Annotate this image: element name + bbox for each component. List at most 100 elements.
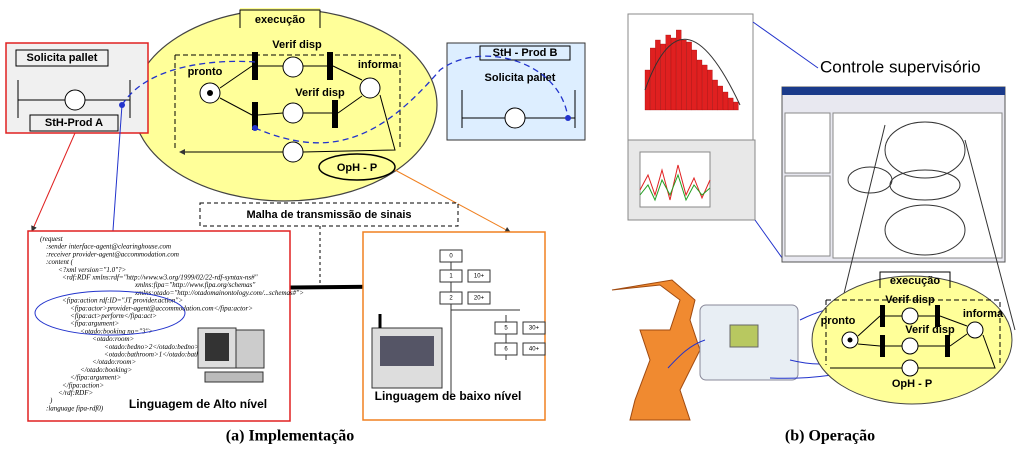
code-line: </rdf:RDF> <box>58 389 94 397</box>
place-label: pronto <box>821 315 856 327</box>
step <box>439 291 463 305</box>
module-title: Solicita pallet <box>485 72 556 84</box>
trace <box>639 173 711 202</box>
step <box>439 249 463 263</box>
name-box <box>479 45 571 61</box>
place <box>282 102 304 124</box>
token <box>207 90 213 96</box>
step-label: 2 <box>449 296 453 302</box>
pane <box>784 112 831 174</box>
place <box>966 321 984 339</box>
arc <box>461 90 576 128</box>
pane <box>832 112 1003 259</box>
place <box>901 307 919 325</box>
code-line: <fipa:act>perform</fipa:act> <box>70 312 157 320</box>
network-box <box>199 202 459 227</box>
code-line: (request <box>40 235 64 243</box>
transition-label: Verif disp <box>272 39 322 51</box>
shape <box>847 166 893 194</box>
picture-bar <box>728 97 734 111</box>
picture-bar <box>660 43 666 111</box>
picture-bar <box>696 59 703 111</box>
plc-screen <box>380 336 434 366</box>
supervisory-label: Controle supervisório <box>820 57 981 76</box>
oph-label: OpH - P <box>337 162 377 174</box>
link <box>839 124 1016 331</box>
module-name: StH-Prod A <box>45 117 103 129</box>
code-line: <otado:bathroom>1</otado:bathroom> <box>104 351 219 359</box>
oph-label: OpH - P <box>892 378 932 390</box>
arc <box>180 65 396 152</box>
place <box>901 337 919 355</box>
token <box>847 337 853 343</box>
title-box <box>15 49 109 67</box>
step <box>494 321 518 335</box>
code-line: :language fipa-rdf0) <box>46 404 104 412</box>
place <box>901 359 919 377</box>
picture-bar <box>644 69 651 111</box>
picture-bar <box>717 85 723 111</box>
code-line: </otado:room> <box>92 358 136 366</box>
histogram-image <box>644 29 741 111</box>
action-label: 10+ <box>474 274 485 280</box>
action <box>522 342 546 356</box>
link <box>394 169 511 233</box>
code: (request:sender interface-agent@clearing… <box>40 235 304 412</box>
code-line: :receiver provider-agent@accommodation.c… <box>46 250 179 258</box>
place <box>282 141 304 163</box>
picture-bar <box>722 91 729 111</box>
transition <box>945 335 950 357</box>
code-line: </fipa:argument> <box>70 374 121 382</box>
trace <box>639 164 711 201</box>
picture-bar <box>712 79 718 111</box>
picture-bar <box>681 39 687 111</box>
place-label: informa <box>358 59 399 71</box>
shape <box>884 121 966 179</box>
picture-bar <box>655 39 661 111</box>
caption: (b) Operação <box>785 428 875 445</box>
code-line: </fipa:action> <box>62 381 104 389</box>
picture-curve <box>644 38 741 106</box>
header: execução <box>255 14 305 26</box>
header-box <box>240 8 320 28</box>
frame <box>174 54 401 150</box>
step-label: 6 <box>504 347 508 353</box>
module-title: Solicita pallet <box>27 52 98 64</box>
code-line: xmlns:otado="http://otadomainontology.co… <box>134 289 304 297</box>
code-line: <otado:room> <box>92 335 135 343</box>
picture-bar <box>707 69 713 111</box>
frame <box>825 299 1001 365</box>
code-line: </otado:booking> <box>80 366 132 374</box>
caption-low: Linguagem de baixo nível <box>375 389 522 403</box>
code-line: <?xml version="1.0"?> <box>58 266 127 274</box>
step <box>494 342 518 356</box>
transition <box>252 52 258 80</box>
code-line: <otado:bedno>2</otado:bedno> <box>104 343 199 351</box>
step-label: 5 <box>504 326 508 332</box>
code-line: <fipa:action rdf:ID="JT provider.action"… <box>62 297 183 305</box>
picture-bar <box>665 34 671 111</box>
dot <box>252 125 258 131</box>
place-label: informa <box>963 308 1004 320</box>
shape <box>884 204 966 256</box>
network-label: Malha de transmissão de sinais <box>246 209 411 221</box>
header: execução <box>890 275 940 287</box>
picture-bar <box>670 37 677 111</box>
computer <box>235 329 265 369</box>
caption: (a) Implementação <box>226 428 354 445</box>
picture-bar <box>676 29 682 111</box>
link <box>752 21 819 263</box>
link <box>31 132 76 232</box>
transition <box>880 305 885 327</box>
action-label: 20+ <box>474 296 485 302</box>
arc <box>830 315 996 369</box>
action <box>467 291 491 305</box>
dot <box>565 115 571 121</box>
pane <box>784 175 831 257</box>
plc-display <box>729 324 759 348</box>
code-line: :sender interface-agent@clearinghouse.co… <box>46 243 171 251</box>
place-label: pronto <box>188 66 223 78</box>
keyboard <box>204 371 264 383</box>
caption-high: Linguagem de Alto nível <box>129 397 267 411</box>
place <box>359 77 381 99</box>
